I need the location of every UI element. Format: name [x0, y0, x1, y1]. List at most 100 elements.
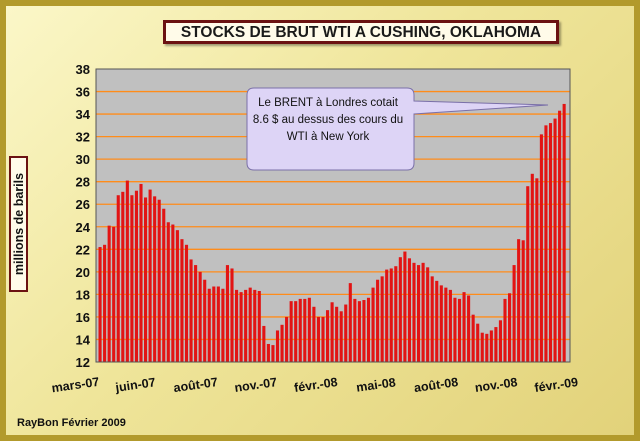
bar: [253, 289, 257, 362]
bar: [326, 310, 330, 362]
bar: [385, 269, 389, 362]
bar: [166, 222, 170, 362]
bar: [98, 247, 102, 362]
bar: [184, 244, 189, 362]
bar: [175, 230, 179, 362]
bar: [485, 333, 489, 362]
bar: [198, 271, 202, 362]
plot-border: [95, 68, 571, 363]
bar: [480, 332, 484, 362]
bar: [544, 125, 548, 362]
bar: [225, 265, 229, 362]
bar: [194, 265, 198, 362]
bar: [394, 266, 398, 362]
bar: [294, 301, 298, 362]
bar: [553, 118, 557, 362]
bar: [303, 298, 307, 362]
bar: [521, 240, 525, 362]
bar: [508, 293, 512, 362]
bar: [489, 330, 493, 362]
bar: [398, 257, 402, 362]
bar: [121, 191, 125, 362]
y-tick-label: 38: [76, 62, 90, 77]
bar: [539, 134, 543, 362]
bar: [444, 287, 448, 362]
bar: [207, 288, 211, 362]
bar: [130, 195, 134, 362]
x-tick-label: nov.-08: [474, 375, 518, 395]
callout-annotation: Le BRENT à Londres cotait 8.6 $ au dessu…: [252, 97, 404, 143]
bar: [562, 103, 566, 363]
bar: [362, 300, 366, 362]
bar: [139, 183, 143, 362]
bar: [353, 298, 357, 362]
bar: [203, 279, 207, 362]
bar: [376, 279, 380, 362]
bar: [412, 262, 416, 362]
bar: [212, 286, 216, 362]
bar: [280, 324, 284, 362]
bar: [116, 195, 120, 362]
bar: [275, 330, 280, 362]
bar: [262, 325, 266, 362]
bar: [512, 265, 516, 362]
bar: [548, 123, 553, 362]
bar: [244, 289, 248, 362]
bar: [230, 268, 234, 362]
y-tick-label: 12: [76, 355, 90, 370]
bar: [380, 276, 384, 362]
bar: [134, 190, 138, 362]
bar: [171, 224, 175, 362]
bar: [103, 244, 107, 362]
bar: [453, 297, 457, 362]
bar: [112, 226, 116, 362]
bar: [312, 306, 316, 362]
callout-bubble: [246, 87, 549, 171]
bar: [403, 251, 407, 362]
bar: [371, 287, 375, 362]
bar: [235, 289, 239, 362]
bar: [289, 301, 293, 362]
bar: [285, 316, 289, 362]
y-tick-label: 14: [76, 332, 91, 347]
bar: [439, 285, 443, 362]
x-tick-label: mai-08: [355, 375, 396, 394]
bar: [162, 208, 166, 362]
x-tick-labels: mars-07 juin-07 août-07 nov.-07 févr.-08 mai-…: [51, 375, 579, 396]
y-tick-label: 34: [76, 107, 91, 122]
y-axis-label: millions de barils: [11, 172, 26, 276]
bar: [435, 280, 439, 362]
bar: [144, 197, 148, 362]
bar: [467, 295, 471, 362]
x-tick-label: août-08: [413, 375, 459, 395]
bar: [457, 298, 462, 362]
gridlines: [96, 90, 570, 341]
bar: [157, 199, 161, 362]
bar: [366, 297, 371, 362]
bar: [476, 323, 480, 362]
y-axis-label-box: millions de barils: [9, 156, 28, 292]
bar: [221, 288, 225, 362]
bar: [407, 258, 411, 362]
bar: [421, 262, 425, 362]
y-tick-label: 18: [76, 287, 90, 302]
bar: [307, 297, 311, 362]
bar: [503, 298, 507, 362]
x-tick-label: mars-07: [51, 375, 100, 396]
bar: [189, 259, 193, 362]
y-tick-label: 24: [76, 220, 91, 235]
bar: [494, 327, 498, 362]
y-tick-label: 36: [76, 85, 90, 100]
bar: [257, 291, 261, 362]
bar: [316, 316, 320, 362]
bar: [266, 343, 270, 362]
bar: [430, 276, 434, 362]
bar: [517, 239, 521, 362]
y-tick-label: 22: [76, 242, 90, 257]
bar: [248, 287, 252, 362]
bar: [357, 301, 361, 362]
bar: [321, 316, 325, 362]
x-tick-label: nov.-07: [234, 375, 278, 395]
bar: [348, 283, 352, 362]
